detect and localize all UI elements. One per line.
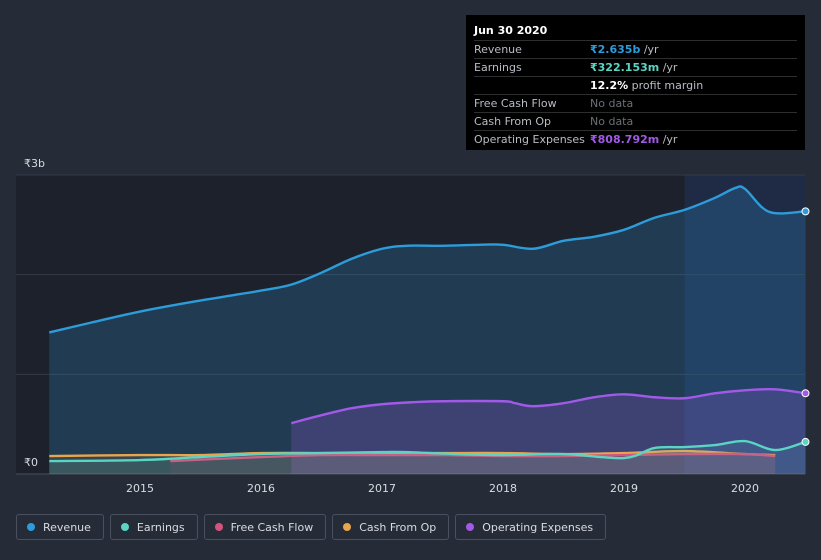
series-area-earnings: [49, 440, 806, 474]
x-tick-label: 2016: [247, 482, 275, 495]
x-tick-label: 2015: [126, 482, 154, 495]
highlight-region: [684, 175, 805, 474]
tooltip-row-label: Operating Expenses: [474, 133, 585, 146]
legend-dot-icon: [343, 523, 352, 531]
series-line-earnings: [49, 439, 806, 463]
legend-label: Cash From Op: [359, 520, 437, 534]
legend-dot-icon: [214, 523, 223, 531]
tooltip-row-label: Revenue: [474, 43, 522, 56]
legend-label: Operating Expenses: [482, 520, 594, 534]
series-area-revenue: [49, 186, 806, 474]
tooltip-row-value: 12.2% profit margin: [590, 79, 704, 92]
tooltip: Jun 30 2020 Revenue ₹2.635b /yr Earnings ₹3…: [466, 15, 805, 150]
tooltip-row-value: No data: [590, 97, 634, 110]
tooltip-row: Cash From Op No data: [474, 113, 797, 131]
legend-item-earnings[interactable]: Earnings: [109, 514, 198, 540]
tooltip-row-label: Earnings: [474, 61, 522, 74]
y-tick-label: ₹3b: [24, 157, 45, 170]
x-tick-label: 2018: [489, 482, 517, 495]
series-end-marker-operating-expenses: [801, 389, 810, 398]
tooltip-row-value: No data: [590, 115, 634, 128]
y-tick-label: ₹0: [24, 456, 38, 469]
tooltip-row-value: ₹2.635b /yr: [590, 43, 659, 56]
x-tick-label: 2017: [368, 482, 396, 495]
tooltip-row-value: ₹322.153m /yr: [590, 61, 678, 74]
legend-dot-icon: [120, 523, 129, 531]
legend-item-operating-expenses[interactable]: Operating Expenses: [455, 514, 607, 540]
tooltip-row-label: Free Cash Flow: [474, 97, 557, 110]
legend-label: Free Cash Flow: [230, 520, 314, 534]
legend-dot-icon: [27, 523, 35, 531]
tooltip-row: 12.2% profit margin: [474, 77, 797, 95]
legend-item-cash-from-op[interactable]: Cash From Op: [332, 514, 450, 540]
tooltip-row: Operating Expenses ₹808.792m /yr: [474, 131, 797, 148]
tooltip-row: Earnings ₹322.153m /yr: [474, 59, 797, 77]
legend: Revenue Earnings Free Cash Flow Cash From O…: [16, 514, 612, 540]
series-end-marker-revenue: [801, 207, 810, 216]
series-line-operating-expenses: [290, 387, 806, 425]
legend-dot-icon: [466, 523, 475, 531]
legend-label: Earnings: [136, 520, 185, 534]
series-line-revenue: [48, 185, 806, 334]
legend-label: Revenue: [43, 520, 91, 534]
tooltip-row-label: [474, 77, 590, 94]
tooltip-row: Free Cash Flow No data: [474, 95, 797, 113]
x-tick-label: 2020: [731, 482, 759, 495]
tooltip-row-label: Cash From Op: [474, 115, 552, 128]
legend-item-revenue[interactable]: Revenue: [16, 514, 104, 540]
plot-area: [16, 175, 805, 474]
tooltip-row: Revenue ₹2.635b /yr: [474, 41, 797, 59]
series-end-marker-earnings: [801, 437, 810, 446]
legend-item-free-cash-flow[interactable]: Free Cash Flow: [203, 514, 327, 540]
tooltip-row-value: ₹808.792m /yr: [590, 133, 678, 146]
x-tick-label: 2019: [610, 482, 638, 495]
tooltip-date: Jun 30 2020: [474, 23, 797, 41]
